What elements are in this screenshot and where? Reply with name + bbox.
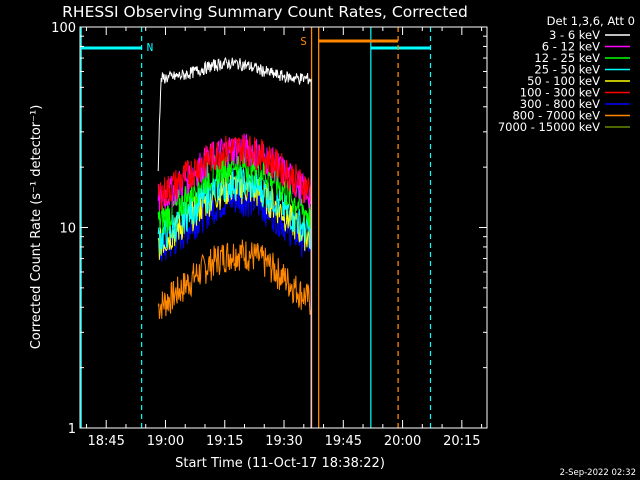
legend-title: Det 1,3,6, Att 0 [547, 14, 635, 28]
legend-label-6: 100 - 300 keV [520, 86, 600, 100]
series-line-3 [157, 149, 312, 234]
x-tick-label: 20:15 [443, 434, 480, 449]
legend-label-5: 50 - 100 keV [527, 74, 600, 88]
chart-title: RHESSI Observing Summary Count Rates, Co… [62, 3, 468, 21]
night-label: N [147, 41, 154, 54]
x-tick-label: 20:00 [384, 434, 421, 449]
saa-label: S [300, 35, 307, 48]
legend-label-3: 12 - 25 keV [534, 51, 600, 65]
y-tick-label: 100 [51, 21, 76, 36]
x-axis-label: Start Time (11-Oct-17 18:38:22) [175, 456, 385, 471]
legend-label-2: 6 - 12 keV [542, 40, 600, 54]
series-line-8 [157, 239, 312, 319]
legend-label-1: 3 - 6 keV [549, 28, 600, 42]
footer-timestamp: 2-Sep-2022 02:32 [560, 468, 636, 478]
legend-label-8: 800 - 7000 keV [512, 109, 600, 123]
x-tick-label: 19:15 [206, 434, 243, 449]
legend-label-9: 7000 - 15000 keV [498, 120, 600, 134]
y-tick-label: 10 [59, 222, 76, 237]
y-tick-label: 1 [68, 422, 76, 437]
series-line-1 [157, 56, 312, 172]
axes: 1 10 100 18:45 19:00 19:15 19:30 19:45 20:00 20:1… [51, 21, 488, 449]
series-line-6 [157, 134, 312, 211]
legend-label-7: 300 - 800 keV [520, 97, 600, 111]
y-axis-label: Corrected Count Rate (s⁻¹ detector⁻¹) [29, 105, 44, 350]
series-line-7 [157, 186, 312, 262]
x-tick-label: 19:00 [147, 434, 184, 449]
x-tick-label: 19:30 [265, 434, 302, 449]
x-tick-label: 18:45 [87, 434, 124, 449]
legend-label-4: 25 - 50 keV [534, 63, 600, 77]
series-group [157, 56, 312, 428]
x-tick-label: 19:45 [325, 434, 362, 449]
